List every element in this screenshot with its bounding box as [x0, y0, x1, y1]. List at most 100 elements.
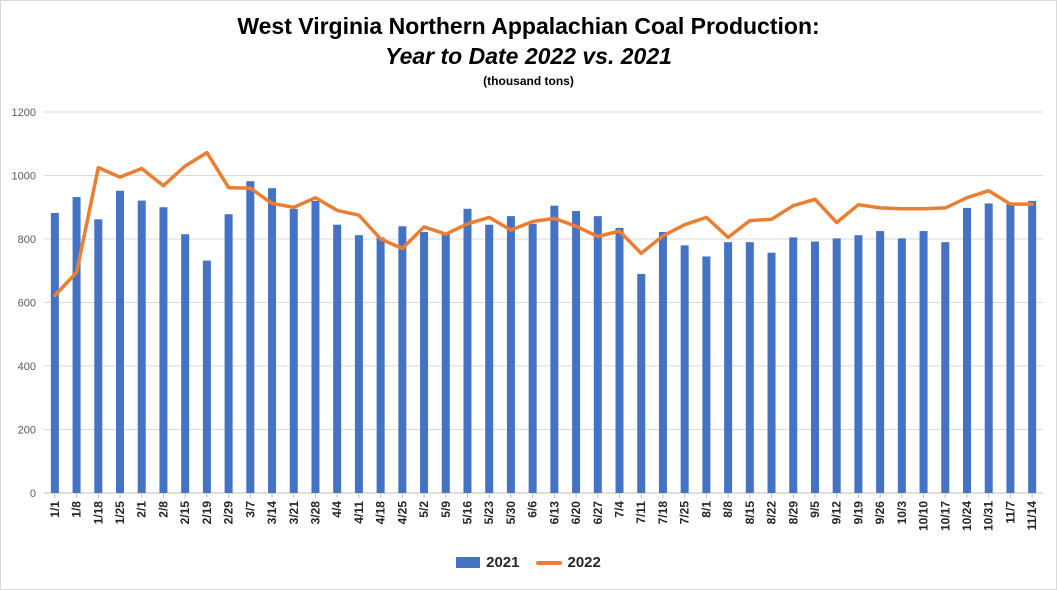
legend-item-2021: 2021 [456, 554, 520, 571]
bar-2021-9/5 [810, 241, 819, 493]
point-2022-2/8 [162, 184, 165, 187]
bar-2021-2/15 [181, 234, 190, 494]
point-2022-4/11 [357, 213, 361, 217]
bar-2021-10/10 [919, 231, 928, 493]
bar-2021-5/2 [420, 232, 429, 493]
bar-2021-8/15 [745, 242, 754, 493]
x-tick-label: 2/15 [178, 501, 192, 525]
bar-2021-5/30 [506, 216, 515, 493]
bar-2021-10/17 [941, 242, 950, 493]
x-tick-label: 5/30 [504, 501, 518, 525]
bar-2021-10/31 [984, 203, 993, 493]
bar-2021-9/26 [876, 231, 885, 493]
chart-title: West Virginia Northern Appalachian Coal … [237, 13, 820, 39]
x-tick-label: 2/19 [200, 501, 214, 525]
bar-2021-2/8 [159, 207, 168, 493]
x-tick-label: 2/1 [135, 501, 149, 518]
point-2022-10/3 [900, 207, 904, 211]
point-2022-2/19 [205, 151, 209, 154]
y-tick-label: 1000 [12, 171, 36, 183]
bar-2021-2/29 [224, 214, 233, 494]
x-tick-label: 8/1 [699, 501, 713, 518]
point-2022-1/25 [118, 175, 122, 179]
x-tick-label: 4/4 [330, 501, 344, 518]
bar-2021-7/4 [615, 227, 624, 493]
y-tick-label: 400 [18, 361, 36, 373]
point-2022-8/29 [792, 204, 795, 207]
point-2022-7/11 [640, 252, 643, 255]
bar-2021-9/12 [832, 238, 841, 493]
x-tick-label: 7/11 [634, 501, 648, 524]
y-tick-label: 200 [18, 425, 36, 437]
x-tick-label: 2/29 [222, 501, 236, 525]
point-2022-10/24 [965, 196, 969, 199]
x-tick-label: 6/27 [591, 501, 605, 525]
point-2022-9/5 [813, 198, 817, 201]
legend-swatch-2022 [535, 560, 562, 565]
bar-2021-8/1 [702, 256, 711, 493]
point-2022-1/18 [97, 166, 100, 169]
bar-2021-7/11 [637, 273, 646, 493]
point-2022-6/20 [574, 225, 578, 228]
bar-2021-5/9 [441, 232, 450, 493]
point-2022-2/29 [227, 186, 230, 189]
x-tick-label: 3/14 [265, 501, 279, 525]
y-tick-label: 600 [18, 298, 36, 310]
units-note: (thousand tons) [483, 74, 574, 88]
x-tick-label: 3/7 [243, 501, 257, 518]
x-tick-label: 2/8 [156, 501, 170, 518]
bar-2021-4/25 [398, 226, 407, 494]
x-tick-label: 1/18 [91, 501, 105, 525]
x-tick-label: 8/22 [765, 501, 779, 525]
x-tick-label: 6/13 [547, 501, 561, 525]
x-tick-label: 11/14 [1025, 501, 1039, 531]
y-tick-label: 800 [18, 234, 36, 246]
x-tick-label: 5/9 [439, 501, 453, 518]
point-2022-3/7 [249, 187, 252, 190]
point-2022-8/22 [770, 218, 773, 221]
x-tick-label: 1/25 [113, 501, 127, 525]
legend-item-2022: 2022 [535, 554, 601, 571]
bar-2021-6/20 [572, 211, 581, 493]
point-2022-5/16 [466, 222, 469, 225]
bar-2021-11/14 [1028, 200, 1037, 493]
y-tick-label: 1200 [12, 107, 36, 119]
bar-2021-11/7 [1006, 204, 1015, 493]
legend-label-2021: 2021 [486, 554, 520, 571]
bar-2021-2/1 [137, 200, 146, 493]
bar-2021-6/6 [528, 223, 537, 493]
bar-2021-6/27 [593, 216, 602, 493]
point-2022-8/15 [748, 219, 752, 222]
point-2022-2/15 [183, 164, 187, 168]
point-2022-5/30 [509, 228, 513, 232]
x-tick-label: 8/15 [743, 501, 757, 525]
x-tick-label: 10/3 [895, 501, 909, 525]
x-tick-label: 9/12 [830, 501, 844, 525]
point-2022-1/1 [53, 294, 57, 297]
point-2022-5/9 [444, 233, 447, 236]
x-tick-label: 8/29 [786, 501, 800, 525]
point-2022-10/10 [922, 207, 925, 211]
bar-2021-4/18 [376, 237, 385, 493]
bar-2021-3/21 [289, 208, 298, 493]
point-2022-8/1 [705, 216, 708, 219]
x-tick-label: 3/21 [287, 501, 301, 525]
bar-2021-3/7 [246, 181, 255, 493]
point-2022-5/23 [488, 216, 491, 219]
x-tick-label: 7/18 [656, 501, 670, 525]
x-tick-label: 3/28 [308, 501, 322, 525]
x-tick-label: 1/8 [70, 501, 84, 518]
point-2022-3/28 [314, 196, 317, 199]
x-tick-label: 6/6 [526, 501, 540, 518]
x-tick-label: 5/16 [460, 501, 474, 525]
x-tick-label: 5/2 [417, 501, 431, 518]
bar-2021-8/22 [767, 252, 776, 493]
x-tick-label: 1/1 [48, 501, 62, 518]
x-tick-label: 11/7 [1003, 501, 1017, 524]
x-tick-label: 4/18 [374, 501, 388, 525]
point-2022-4/25 [401, 247, 404, 250]
y-tick-label: 0 [30, 488, 36, 500]
point-2022-6/13 [553, 217, 556, 220]
point-2022-7/4 [618, 229, 621, 233]
